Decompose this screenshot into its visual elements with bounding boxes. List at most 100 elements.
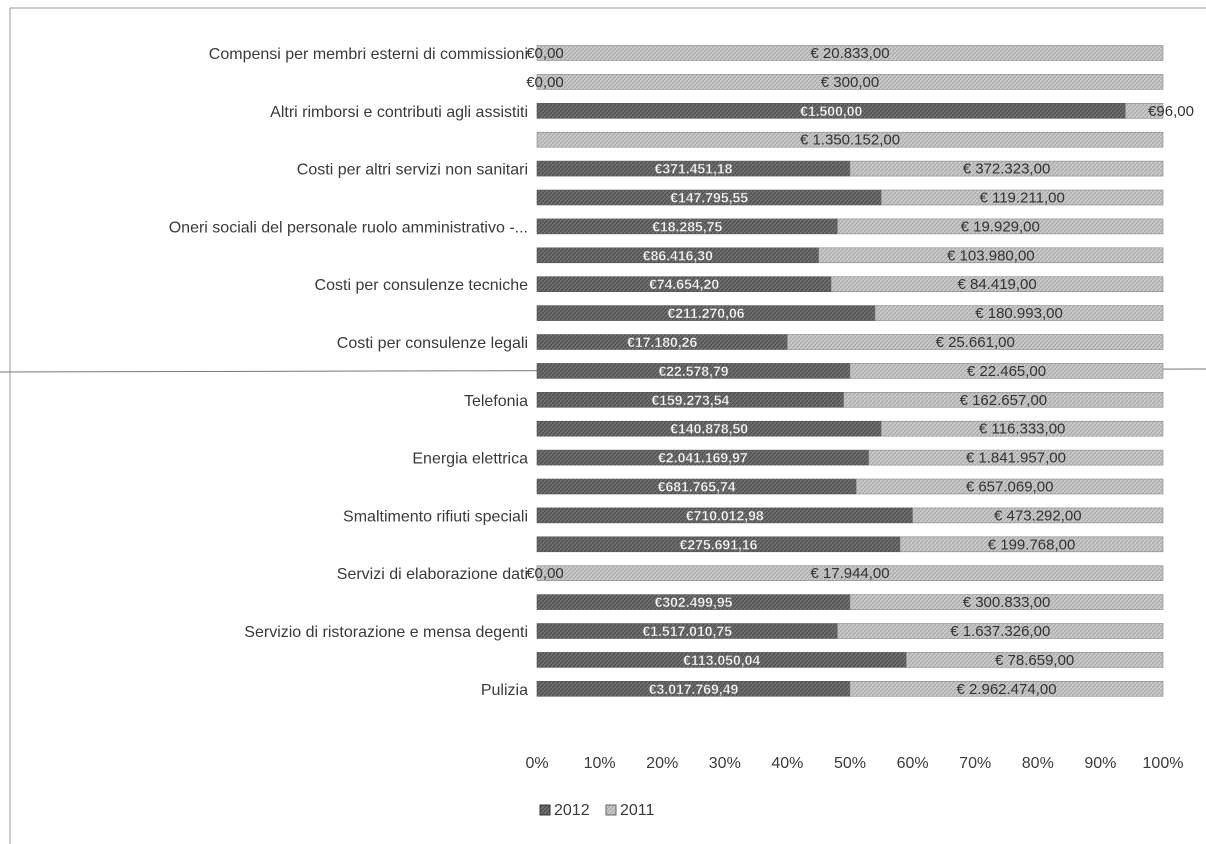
bar-label-2011: € 300,00 [821, 74, 879, 91]
x-tick-label: 30% [709, 755, 741, 772]
category-label: Servizio di ristorazione e mensa degenti [244, 624, 528, 641]
bar-label-2012: €18.285,75 [652, 218, 722, 234]
bar-label-2011: € 22.465,00 [967, 363, 1046, 380]
bar-label-2012: €2.041.169,97 [658, 450, 748, 466]
x-tick-label: 70% [959, 755, 991, 772]
bar-2011 [899, 536, 1164, 553]
bar-2011 [536, 131, 1164, 148]
category-label: Telefonia [464, 393, 528, 410]
bar-label-2012: €113.050,04 [683, 652, 760, 668]
bar-label-2012: €140.878,50 [670, 421, 748, 437]
bar-label-2012: €22.578,79 [658, 363, 728, 379]
bar-label-2011: € 20.833,00 [810, 45, 889, 62]
bar-label-2011: € 199.768,00 [988, 536, 1076, 553]
bar-label-2012: €302.499,95 [655, 594, 733, 610]
bar-2011 [536, 45, 1164, 61]
bar-label-2011: € 657.069,00 [966, 479, 1054, 496]
category-label: Costi per consulenze tecniche [315, 277, 529, 294]
category-label: Servizi di elaborazione dati [337, 566, 528, 583]
bar-label-2011: € 1.637.326,00 [950, 623, 1050, 640]
bar-label-2012: €1.500,00 [800, 103, 862, 119]
bar-2011 [843, 391, 1164, 408]
bar-label-2011: € 300.833,00 [963, 594, 1051, 611]
bar-label-2012: €0,00 [526, 74, 564, 91]
bar-label-2011: € 473.292,00 [994, 507, 1082, 524]
bar-label-2011: € 116.333,00 [979, 421, 1065, 438]
bar-label-2011: € 25.661,00 [936, 334, 1015, 351]
bar-2011 [830, 276, 1164, 293]
bar-label-2011: € 2.962.474,00 [956, 681, 1056, 698]
bar-label-2011: € 1.841.957,00 [966, 450, 1066, 467]
bar-label-2011: € 1.350.152,00 [800, 132, 900, 149]
category-label: Energia elettrica [412, 451, 528, 468]
bar-label-2011: € 162.657,00 [960, 392, 1048, 409]
legend-label: 2012 [554, 802, 590, 819]
bar-2011 [849, 160, 1164, 177]
legend-label: 2011 [620, 802, 655, 819]
x-tick-label: 20% [646, 755, 678, 772]
legend-item: 2012 [539, 802, 590, 819]
bar-label-2012: €211.270,06 [667, 305, 744, 321]
bar-label-2012: €275.691,16 [680, 536, 758, 552]
x-tick-label: 40% [771, 755, 803, 772]
x-tick-label: 80% [1022, 755, 1054, 772]
bar-2011 [849, 680, 1164, 697]
legend-swatch [605, 804, 617, 816]
legend-swatch [539, 804, 551, 816]
x-tick-label: 100% [1143, 755, 1184, 772]
x-tick-label: 90% [1084, 755, 1116, 772]
bar-label-2012: €681.765,74 [658, 479, 736, 495]
bar-2011 [1125, 103, 1164, 119]
bar-label-2011: € 19.929,00 [961, 218, 1040, 235]
category-label: Pulizia [481, 682, 528, 699]
bar-label-2011: €96,00 [1148, 103, 1194, 120]
bar-label-2012: €0,00 [526, 45, 564, 62]
category-label: Costi per consulenze legali [337, 335, 528, 352]
bar-2011 [787, 334, 1164, 350]
bar-label-2012: €159.273,54 [651, 392, 729, 408]
x-tick-label: 50% [834, 755, 866, 772]
bar-2011 [912, 507, 1164, 524]
x-tick-label: 60% [897, 755, 929, 772]
category-label: Smaltimento rifiuti speciali [343, 508, 528, 525]
bar-2011 [849, 594, 1164, 610]
bar-label-2012: €147.795,55 [670, 190, 748, 206]
bar-2011 [849, 363, 1164, 379]
bar-label-2011: € 180.993,00 [975, 305, 1063, 322]
bar-label-2012: €3.017.769,49 [649, 681, 739, 697]
bar-2011 [536, 565, 1164, 582]
bar-2011 [837, 623, 1164, 639]
bar-label-2011: € 17.944,00 [810, 565, 889, 582]
bar-label-2012: €0,00 [526, 565, 564, 582]
bar-label-2012: €371.451,18 [655, 161, 733, 177]
bar-2011 [868, 449, 1164, 466]
legend-item: 2011 [605, 802, 655, 819]
bars [536, 45, 1164, 697]
bar-label-2011: € 119.211,00 [979, 190, 1064, 207]
x-axis-ticks: 0% 10% 20% 30% 40% 50% 60% 70% 80% 90% 100% [525, 755, 1183, 772]
bar-2011 [855, 478, 1164, 495]
bar-2011 [874, 305, 1164, 321]
bar-labels: €0,00 € 20.833,00 €0,00 € 300,00 €1.500,00 €9… [526, 45, 1194, 698]
bar-label-2011: € 78.659,00 [995, 652, 1074, 669]
x-tick-label: 10% [584, 755, 616, 772]
category-label: Compensi per membri esterni di commissio… [209, 46, 528, 63]
bar-label-2011: € 103.980,00 [947, 247, 1035, 264]
bar-2011 [906, 652, 1164, 668]
category-labels: Compensi per membri esterni di commissio… [169, 46, 528, 699]
category-label: Oneri sociali del personale ruolo ammini… [169, 219, 528, 236]
bar-label-2012: €1.517.010,75 [642, 623, 732, 639]
bar-2011 [536, 74, 1164, 90]
bar-label-2011: € 372.323,00 [963, 161, 1051, 178]
bar-label-2012: €710.012,98 [686, 507, 764, 523]
x-tick-label: 0% [525, 755, 548, 772]
legend: 2012 2011 [539, 802, 655, 819]
bar-label-2012: €74.654,20 [649, 276, 719, 292]
category-label: Altri rimborsi e contributi agli assisti… [270, 104, 528, 121]
bar-2011 [880, 189, 1164, 206]
bar-label-2012: €17.180,26 [627, 334, 697, 350]
bar-2011 [837, 218, 1164, 235]
category-label: Costi per altri servizi non sanitari [297, 162, 528, 179]
